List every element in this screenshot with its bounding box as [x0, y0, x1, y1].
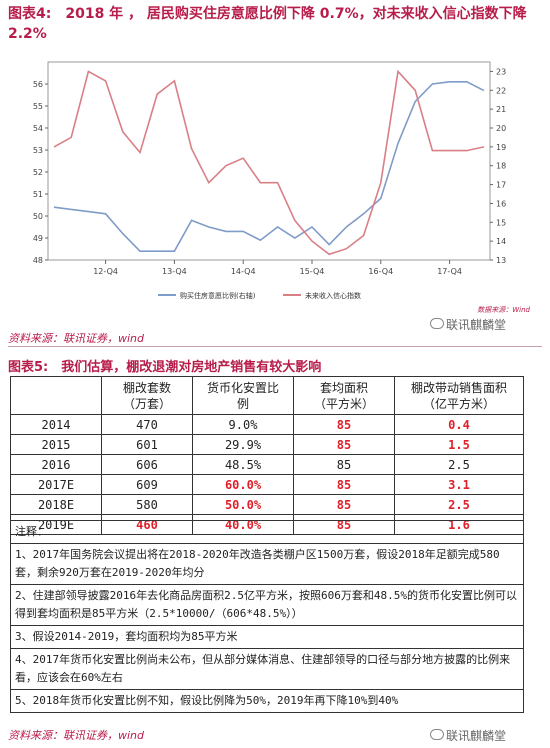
cell-sales: 0.4 [394, 414, 524, 435]
cell-units: 609 [101, 474, 193, 495]
legend-label-2: 未来收入信心指数 [305, 291, 361, 300]
note-5: 5、2018年货币化安置比例不知，假设比例降为50%，2019年再下降10%到4… [10, 690, 524, 713]
table-row: 2016 606 48.5% 85 2.5 [10, 454, 524, 475]
x-tick-label: 17-Q4 [437, 267, 462, 276]
cell-area: 85 [293, 414, 395, 435]
plot-frame [47, 61, 491, 261]
right-tick-label: 21 [496, 105, 506, 114]
series-line-1 [53, 80, 485, 252]
table-row: 2014 470 9.0% 85 0.4 [10, 414, 524, 435]
header-units: 棚改套数 （万套） [101, 376, 193, 415]
figure4-source: 资料来源：联讯证券，wind [8, 332, 145, 345]
left-tick-label: 51 [33, 190, 43, 199]
series-line-2 [53, 69, 485, 256]
notes-label: 注释： [10, 520, 524, 544]
left-tick-label: 50 [33, 212, 43, 221]
x-tick-label: 14-Q4 [231, 267, 256, 276]
legend-label-1: 购买住房意愿比例(右轴) [180, 291, 256, 300]
left-tick-label: 54 [33, 124, 43, 133]
x-tick-label: 12-Q4 [93, 267, 118, 276]
cell-sales: 1.6 [394, 514, 524, 535]
table-header-row: 棚改套数 （万套） 货币化安置比例 套均面积 （平方米） 棚改带动销售面积 （亿平方米… [10, 376, 524, 415]
wechat-icon [430, 318, 444, 329]
note-1: 1、2017年国务院会议提出将在2018-2020年改造各类棚户区1500万套，… [10, 544, 524, 585]
cell-sales: 3.1 [394, 474, 524, 495]
note-3: 3、假设2014-2019，套均面积均为85平方米 [10, 626, 524, 649]
right-tick-label: 23 [496, 67, 506, 76]
cell-year: 2017E [10, 474, 102, 495]
left-tick-label: 52 [33, 168, 43, 177]
cell-ratio: 9.0% [192, 414, 294, 435]
header-year [10, 376, 102, 415]
note-4: 4、2017年货币化安置比例尚未公布，但从部分媒体消息、住建部领导的口径与部分地… [10, 649, 524, 690]
x-tick-label: 13-Q4 [162, 267, 187, 276]
cell-ratio: 60.0% [192, 474, 294, 495]
cell-units: 580 [101, 494, 193, 515]
section-divider [8, 346, 542, 347]
right-tick-label: 17 [496, 181, 506, 190]
table-row: 2015 601 29.9% 85 1.5 [10, 434, 524, 455]
wechat-watermark-2: 联讯麒麟堂 [430, 727, 506, 744]
figure4-title: 图表4: 2018 年 ， 居民购买住房意愿比例下降 0.7%，对未来收入信心指… [8, 6, 527, 42]
note-2: 2、住建部领导披露2016年去化商品房面积2.5亿平方米，按照606万套和48.… [10, 585, 524, 626]
cell-area: 85 [293, 454, 395, 475]
cell-sales: 2.5 [394, 494, 524, 515]
cell-year: 2019E [10, 514, 102, 535]
left-tick-label: 55 [33, 102, 43, 111]
right-tick-label: 22 [496, 86, 506, 95]
cell-sales: 2.5 [394, 454, 524, 475]
header-ratio: 货币化安置比例 [192, 376, 294, 415]
left-tick-label: 56 [33, 80, 43, 89]
header-area: 套均面积 （平方米） [293, 376, 395, 415]
right-tick-label: 16 [496, 199, 506, 208]
wechat-watermark: 联讯麒麟堂 [430, 316, 506, 333]
right-tick-label: 18 [496, 162, 506, 171]
cell-year: 2018E [10, 494, 102, 515]
table-row: 2018E 580 50.0% 85 2.5 [10, 494, 524, 515]
figure5-title: 图表5: 我们估算，棚改退潮对房地产销售有较大影响 [8, 360, 322, 375]
right-tick-label: 13 [496, 256, 506, 265]
figure4-chart: 48 49 50 51 52 53 54 55 56 13 14 15 16 17 18 19 20 21 22 23… [8, 50, 542, 320]
x-tick-label: 15-Q4 [300, 267, 325, 276]
shantytown-table: 棚改套数 （万套） 货币化安置比例 套均面积 （平方米） 棚改带动销售面积 （亿平方米… [10, 376, 524, 535]
left-tick-label: 53 [33, 146, 43, 155]
cell-ratio: 29.9% [192, 434, 294, 455]
chart-data-source: 数据来源：Wind [477, 306, 530, 314]
cell-year: 2014 [10, 414, 102, 435]
figure5-source: 资料来源：联讯证券，wind [8, 729, 145, 742]
cell-area: 85 [293, 474, 395, 495]
right-tick-label: 19 [496, 143, 506, 152]
line-chart: 48 49 50 51 52 53 54 55 56 13 14 15 16 17 18 19 20 21 22 23… [33, 61, 531, 314]
cell-units: 606 [101, 454, 193, 475]
right-tick-label: 15 [496, 218, 506, 227]
left-tick-label: 48 [33, 256, 43, 265]
cell-units: 601 [101, 434, 193, 455]
cell-year: 2016 [10, 454, 102, 475]
right-tick-label: 20 [496, 124, 506, 133]
cell-ratio: 48.5% [192, 454, 294, 475]
notes-block: 注释： 1、2017年国务院会议提出将在2018-2020年改造各类棚户区150… [10, 520, 524, 713]
table-row: 2017E 609 60.0% 85 3.1 [10, 474, 524, 495]
cell-units: 470 [101, 414, 193, 435]
cell-units: 460 [101, 514, 193, 535]
cell-sales: 1.5 [394, 434, 524, 455]
x-tick-label: 16-Q4 [368, 267, 393, 276]
cell-ratio: 50.0% [192, 494, 294, 515]
cell-area: 85 [293, 514, 395, 535]
wechat-icon [430, 729, 444, 740]
cell-area: 85 [293, 494, 395, 515]
table-row: 2019E 460 40.0% 85 1.6 [10, 514, 524, 535]
right-tick-label: 14 [496, 237, 506, 246]
header-sales: 棚改带动销售面积 （亿平方米） [394, 376, 524, 415]
cell-year: 2015 [10, 434, 102, 455]
cell-area: 85 [293, 434, 395, 455]
left-tick-label: 49 [33, 234, 43, 243]
